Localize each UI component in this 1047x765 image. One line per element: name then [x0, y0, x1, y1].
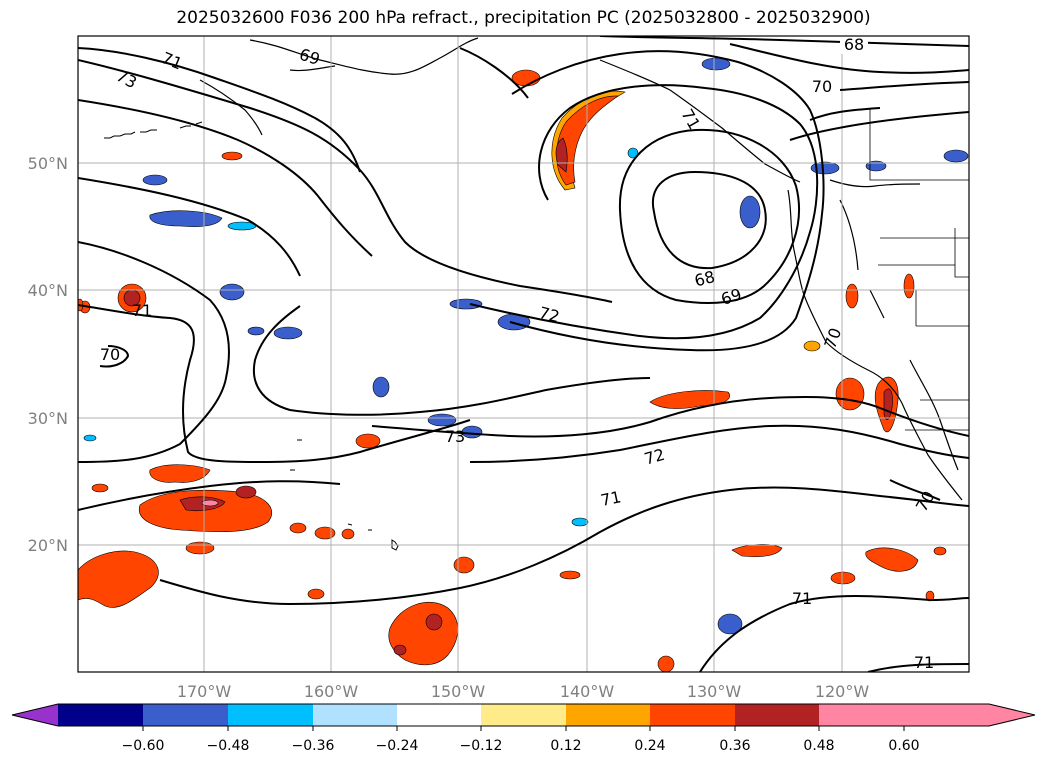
- colorbar-label: 0.60: [888, 738, 919, 754]
- map-area: [78, 36, 969, 672]
- colorbar-label: 0.24: [634, 738, 665, 754]
- contour-label: 68: [692, 267, 716, 290]
- colorbar-label: −0.48: [207, 738, 250, 754]
- colorbar-label: −0.24: [376, 738, 419, 754]
- contour-label: 71: [599, 487, 623, 510]
- map-gridlines: [78, 36, 969, 672]
- contour-label: 73: [445, 427, 465, 446]
- colorbar-swatch: [313, 704, 397, 726]
- map-frame: [77, 35, 970, 673]
- colorbar-swatch: [566, 704, 650, 726]
- colorbar-label: 0.36: [719, 738, 750, 754]
- lon-tick-label: 160°W: [304, 682, 359, 701]
- colorbar-label: −0.36: [292, 738, 335, 754]
- contour-label: 71: [792, 589, 812, 608]
- contour-label: 70: [100, 345, 120, 364]
- lon-tick-label: 140°W: [560, 682, 615, 701]
- colorbar-label: 0.48: [803, 738, 834, 754]
- lon-tick-label: 170°W: [177, 682, 232, 701]
- islands: [104, 121, 399, 551]
- colorbar-label: −0.12: [460, 738, 503, 754]
- lat-tick-label: 40°N: [28, 281, 68, 300]
- contour-label: 70: [812, 77, 832, 96]
- latitude-labels: 50°N 40°N 30°N 20°N: [28, 154, 68, 555]
- refractivity-contours: [78, 36, 969, 672]
- contour-label: 71: [132, 301, 152, 320]
- colorbar: −0.60 −0.48 −0.36 −0.24 −0.12 0.12 0.24 …: [11, 703, 1036, 754]
- colorbar-swatch: [819, 704, 904, 726]
- contour-label: 68: [844, 35, 864, 54]
- lat-tick-label: 30°N: [28, 409, 68, 428]
- longitude-labels: 170°W 160°W 150°W 140°W 130°W 120°W: [177, 682, 870, 701]
- contour-label: 72: [537, 303, 561, 326]
- colorbar-label: −0.60: [122, 738, 165, 754]
- contour-label: 71: [914, 653, 934, 672]
- colorbar-swatch: [481, 704, 566, 726]
- colorbar-swatch: [228, 704, 313, 726]
- colorbar-swatch: [397, 704, 481, 726]
- colorbar-outline: [11, 703, 1036, 727]
- map-title: 2025032600 F036 200 hPa refract., precip…: [176, 8, 871, 28]
- colorbar-extend-min: [12, 704, 58, 726]
- lat-tick-label: 20°N: [28, 536, 68, 555]
- colorbar-swatch: [735, 704, 819, 726]
- colorbar-extend-max: [904, 704, 1035, 726]
- colorbar-ticks: [142, 726, 905, 731]
- lon-tick-label: 130°W: [687, 682, 742, 701]
- contour-labels: 68 69 70 71 72 73 73 71 70 71 72 71 70 7…: [100, 35, 939, 672]
- colorbar-label: 0.12: [550, 738, 581, 754]
- lon-tick-label: 120°W: [815, 682, 870, 701]
- borders: [869, 108, 969, 431]
- colorbar-swatch: [58, 704, 143, 726]
- colorbar-swatch: [143, 704, 228, 726]
- lat-tick-label: 50°N: [28, 154, 68, 173]
- contour-label: 72: [642, 445, 667, 469]
- colorbar-swatch: [650, 704, 735, 726]
- lon-tick-label: 150°W: [431, 682, 486, 701]
